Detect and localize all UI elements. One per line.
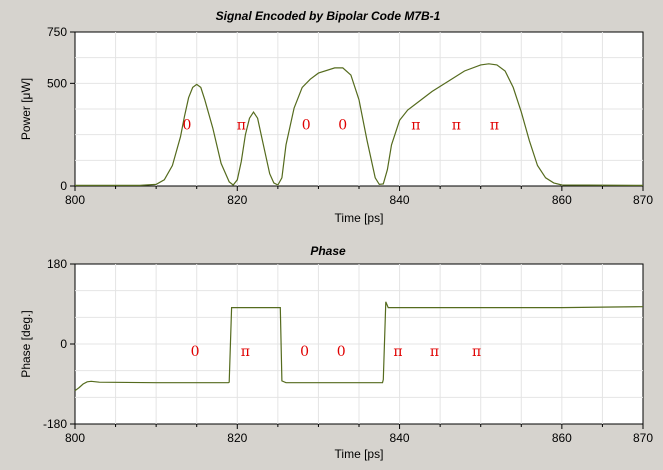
phase-grid [75,264,643,424]
x-tick-label: 840 [390,431,410,445]
phase-symbol-annotation: 0 [337,344,346,360]
power-annotations: 0 π 0 0 π π π [183,117,500,133]
y-tick-label: 750 [47,25,67,39]
power-chart-title: Signal Encoded by Bipolar Code M7B-1 [216,9,441,23]
phase-symbol-annotation: π [490,117,499,133]
phase-annotations: 0 π 0 0 π π π [191,344,482,360]
x-tick-label: 870 [633,431,653,445]
phase-symbol-annotation: π [237,117,246,133]
power-chart: Signal Encoded by Bipolar Code M7B-1 800… [19,9,653,225]
x-tick-label: 820 [227,431,247,445]
phase-y-axis-label: Phase [deg.] [19,310,33,377]
x-tick-label: 860 [552,431,572,445]
phase-symbol-annotation: 0 [191,344,200,360]
phase-symbol-annotation: 0 [338,117,347,133]
y-tick-label: 0 [60,337,67,351]
phase-ticks: 800 820 840 860 870 -180 0 180 [43,257,653,445]
y-tick-label: -180 [43,417,67,431]
phase-symbol-annotation: π [472,344,481,360]
x-tick-label: 820 [227,193,247,207]
phase-symbol-annotation: 0 [302,117,311,133]
phase-symbol-annotation: π [241,344,250,360]
power-grid [75,32,643,186]
power-y-axis-label: Power [μW] [19,78,33,140]
y-tick-label: 500 [47,76,67,90]
x-tick-label: 860 [552,193,572,207]
x-tick-label: 800 [65,193,85,207]
phase-symbol-annotation: π [411,117,420,133]
phase-chart: Phase 800 820 840 860 870 -180 0 180 0 π 0 0 π π π Ti… [19,244,653,461]
x-tick-label: 870 [633,193,653,207]
phase-symbol-annotation: π [452,117,461,133]
x-tick-label: 800 [65,431,85,445]
power-ticks: 800 820 840 860 870 0 500 750 [47,25,653,207]
y-tick-label: 0 [60,179,67,193]
phase-symbol-annotation: π [393,344,402,360]
phase-series-line [74,301,644,392]
power-x-axis-label: Time [ps] [335,211,384,225]
phase-x-axis-label: Time [ps] [335,447,384,461]
phase-symbol-annotation: 0 [183,117,192,133]
x-tick-label: 840 [390,193,410,207]
power-series-line [75,63,644,186]
phase-symbol-annotation: π [430,344,439,360]
phase-chart-title: Phase [310,244,346,258]
phase-symbol-annotation: 0 [300,344,309,360]
y-tick-label: 180 [47,257,67,271]
